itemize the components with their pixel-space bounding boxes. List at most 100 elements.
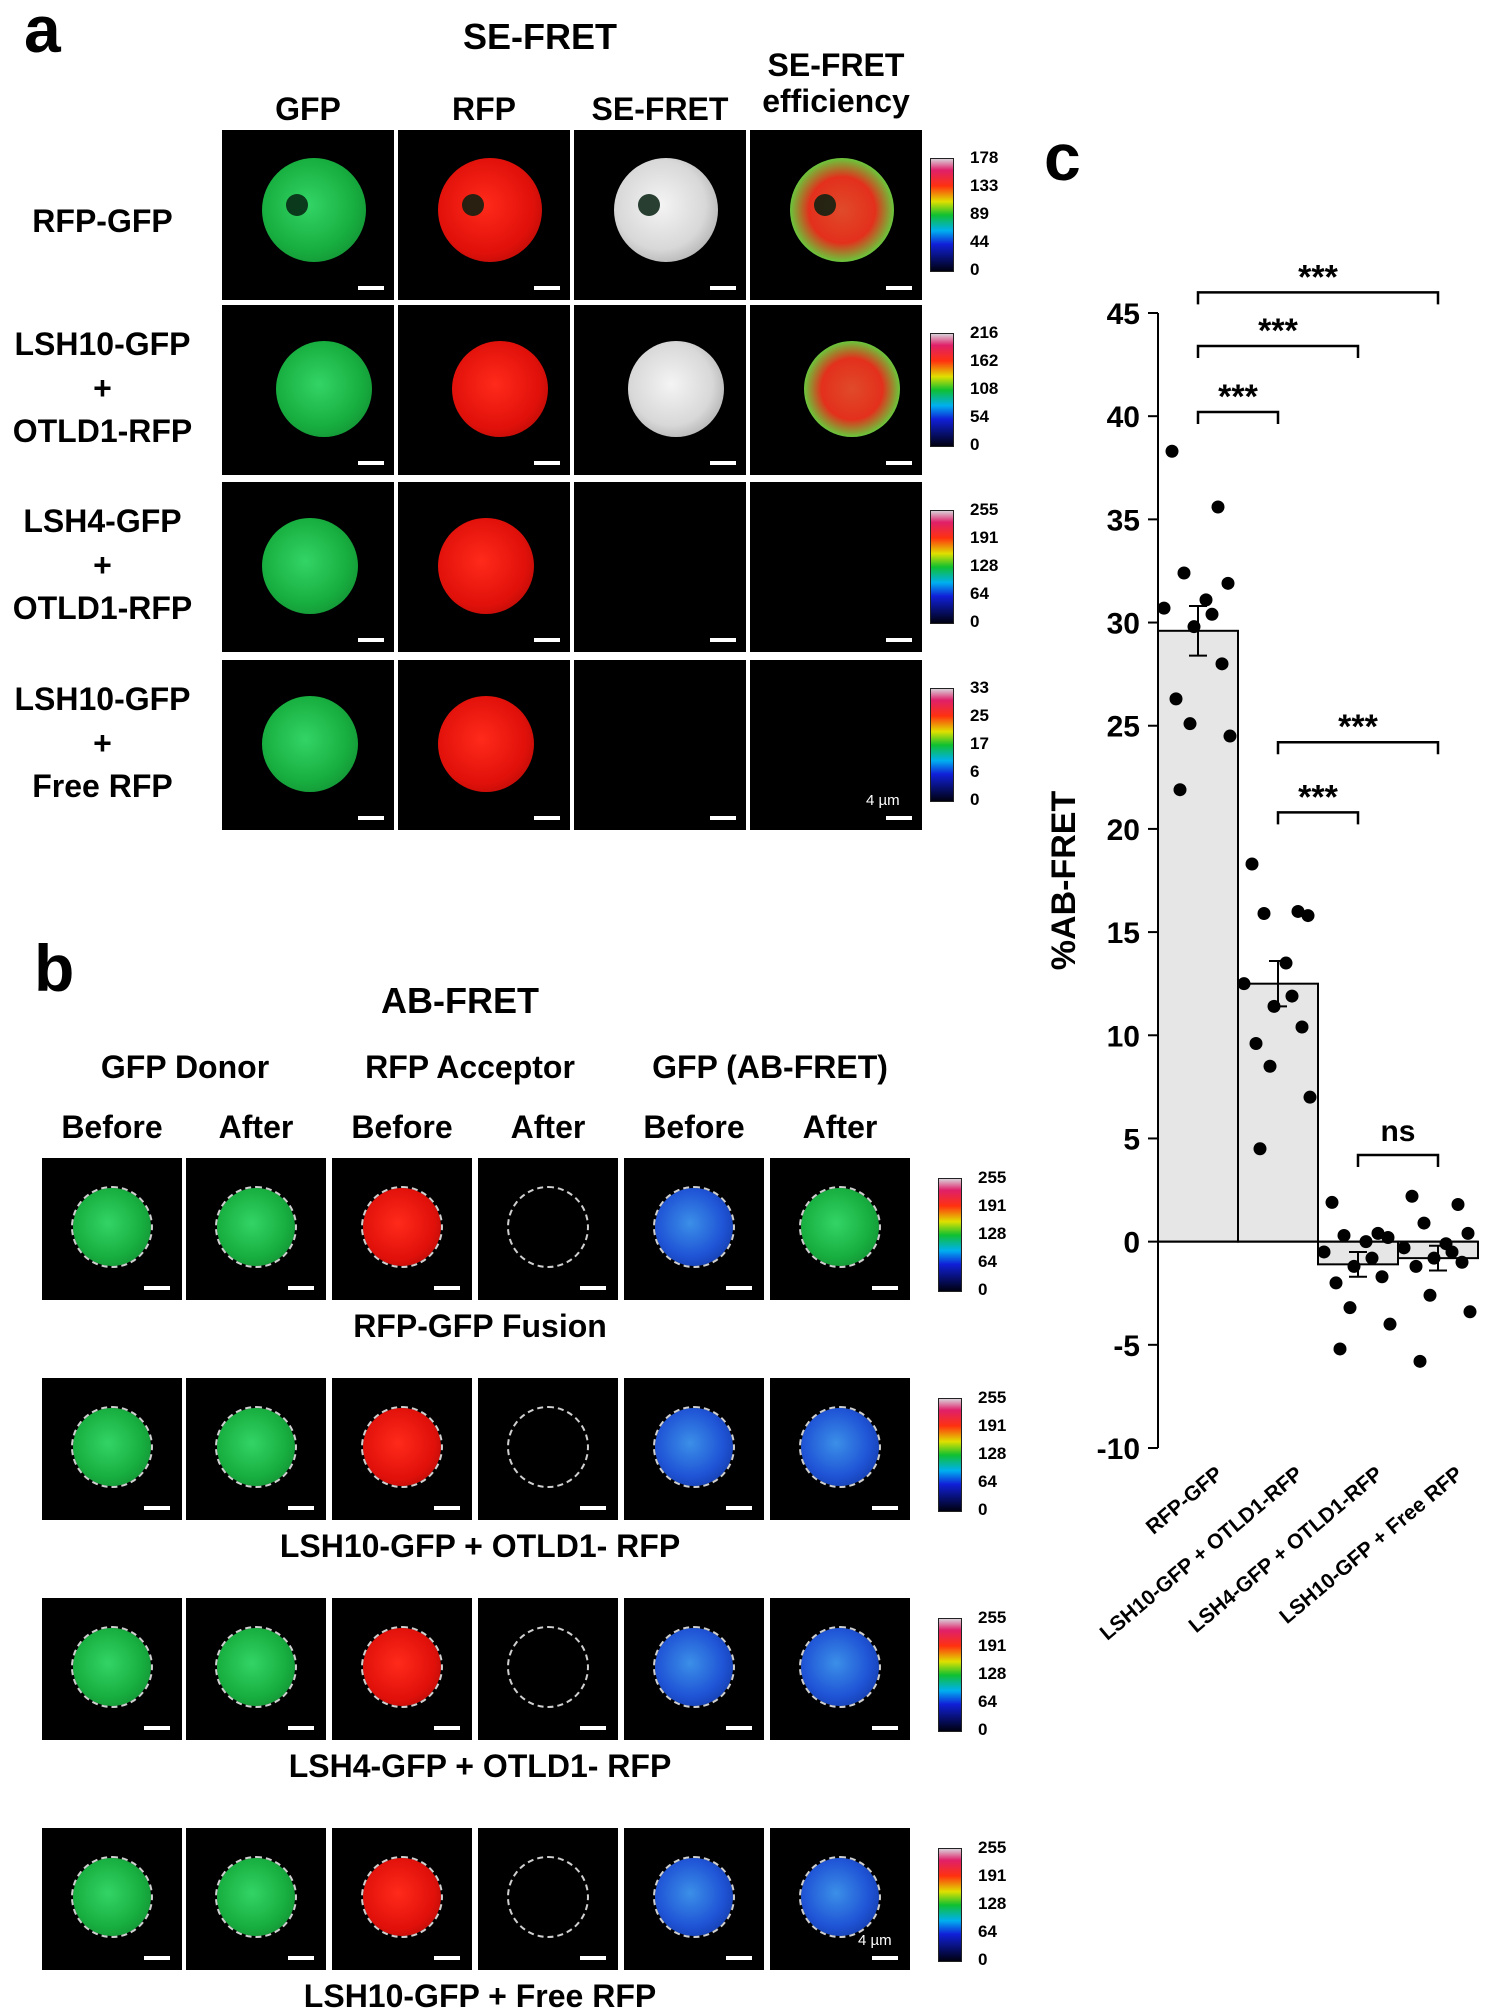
panel-b-scalebar-r0-c5 (872, 1286, 898, 1290)
panel-b-subcolumn-0: Before (61, 1109, 163, 1145)
data-point-1-9 (1249, 1037, 1263, 1051)
data-point-1-8 (1295, 1020, 1309, 1034)
panel-b-bleach-roi-r3-c2 (361, 1856, 443, 1938)
panel-a-image-r1-c3 (750, 305, 922, 475)
panel-a-scale-label: 4 µm (866, 792, 900, 809)
panel-a-cell-r1-c1 (452, 341, 548, 437)
panel-b-scalebar-r3-c4 (726, 1956, 752, 1960)
panel-b-colorbar-2 (938, 1618, 962, 1732)
panel-a-letter: a (24, 0, 61, 66)
panel-a-row-label-1: LSH10-GFP + OTLD1-RFP (12, 326, 193, 450)
panel-a-colorbar-tick-1-1: 162 (970, 351, 999, 370)
panel-a-cell-r1-c0 (276, 341, 372, 437)
panel-b-scalebar-r3-c0 (144, 1956, 170, 1960)
panel-a-column-0: GFP (275, 91, 341, 127)
panel-b-colorbar-tick-0-0: 255 (978, 1168, 1007, 1187)
panel-b-image-r0-c3 (478, 1158, 618, 1300)
panel-a-image-r0-c0 (222, 130, 394, 300)
panel-a-colorbar-tick-3-2: 17 (970, 734, 989, 753)
panel-a-image-r2-c1 (398, 482, 570, 652)
panel-a-colorbar-tick-3-1: 25 (970, 706, 989, 725)
panel-a-colorbar-tick-2-3: 64 (970, 584, 989, 603)
panel-a-nucleolus-r0-c1 (462, 194, 484, 216)
panel-a-colorbar-tick-2-4: 0 (970, 612, 980, 631)
data-point-0-5 (1157, 601, 1171, 615)
panel-b-scalebar-r1-c2 (434, 1506, 460, 1510)
panel-b-image-r1-c2 (332, 1378, 472, 1520)
data-point-3-3 (1461, 1226, 1475, 1240)
panel-a-cell-r1-c3 (804, 341, 900, 437)
data-point-0-3 (1221, 576, 1235, 590)
panel-b-scalebar-r3-c3 (580, 1956, 606, 1960)
y-tick-label-5: 20 (1107, 814, 1140, 847)
panel-b-image-r2-c2 (332, 1598, 472, 1740)
panel-b-row-caption-2: LSH4-GFP + OTLD1- RFP (288, 1748, 672, 1784)
panel-b-title: AB-FRET (381, 980, 539, 1021)
panel-b-row-caption-3: LSH10-GFP + Free RFP (303, 1978, 657, 2014)
panel-a-cell-r0-c1 (438, 158, 542, 262)
panel-b-row-caption-0: RFP-GFP Fusion (353, 1308, 607, 1344)
panel-b-bleach-roi-r3-c4 (653, 1856, 735, 1938)
data-point-3-5 (1397, 1241, 1411, 1255)
panel-a-image-r2-c2 (574, 482, 746, 652)
panel-b-colorbar-1 (938, 1398, 962, 1512)
panel-b-scalebar-r3-c5 (872, 1956, 898, 1960)
panel-b-bleach-roi-r1-c2 (361, 1406, 443, 1488)
data-point-1-12 (1253, 1142, 1267, 1156)
y-tick-label-8: 5 (1123, 1123, 1140, 1156)
data-point-2-2 (1337, 1228, 1351, 1242)
data-point-3-2 (1417, 1216, 1431, 1230)
panel-b-image-r2-c3 (478, 1598, 618, 1740)
panel-b-bleach-roi-r2-c5 (799, 1626, 881, 1708)
panel-b-colorbar-tick-2-3: 64 (978, 1692, 997, 1711)
panel-b-scalebar-r3-c1 (288, 1956, 314, 1960)
panel-b-bleach-roi-r2-c0 (71, 1626, 153, 1708)
panel-b-bleach-roi-r0-c4 (653, 1186, 735, 1268)
panel-b-colorbar-tick-0-1: 191 (978, 1196, 1007, 1215)
panel-a-colorbar-tick-0-0: 178 (970, 148, 999, 167)
panel-b-scalebar-r1-c4 (726, 1506, 752, 1510)
panel-a-image-r3-c0 (222, 660, 394, 830)
data-point-1-2 (1257, 907, 1271, 921)
data-point-0-9 (1169, 692, 1183, 706)
panel-b-colorbar-tick-0-2: 128 (978, 1224, 1007, 1243)
panel-a-scalebar-r2-c2 (710, 638, 736, 642)
panel-b-colorbar-tick-3-3: 64 (978, 1922, 997, 1941)
data-point-1-7 (1267, 999, 1281, 1013)
panel-b-image-r3-c4 (624, 1828, 764, 1970)
panel-b-bleach-roi-r3-c0 (71, 1856, 153, 1938)
data-point-3-10 (1423, 1288, 1437, 1302)
data-point-3-1 (1451, 1197, 1465, 1211)
panel-a-row-label-2: LSH4-GFP + OTLD1-RFP (12, 503, 193, 627)
data-point-0-2 (1177, 566, 1191, 580)
panel-a-image-r3-c3: 4 µm (750, 660, 922, 830)
panel-b-image-r0-c2 (332, 1158, 472, 1300)
data-point-0-12 (1173, 783, 1187, 797)
data-point-1-6 (1285, 989, 1299, 1003)
panel-b-image-r1-c3 (478, 1378, 618, 1520)
panel-b-image-r0-c4 (624, 1158, 764, 1300)
data-point-3-0 (1405, 1189, 1419, 1203)
panel-a-image-r2-c3 (750, 482, 922, 652)
data-point-3-9 (1409, 1259, 1423, 1273)
y-tick-label-1: 40 (1107, 401, 1140, 434)
panel-a-nucleolus-r0-c0 (286, 194, 308, 216)
panel-b-subcolumn-1: After (218, 1109, 294, 1145)
panel-a-colorbar-tick-0-4: 0 (970, 260, 980, 279)
panel-a-colorbar-tick-0-3: 44 (970, 232, 989, 251)
panel-b-bleach-roi-r1-c3 (507, 1406, 589, 1488)
panel-b-bleach-roi-r1-c4 (653, 1406, 735, 1488)
panel-b-colorbar-0 (938, 1178, 962, 1292)
panel-b-row-caption-1: LSH10-GFP + OTLD1- RFP (279, 1528, 681, 1564)
panel-b-image-r1-c5 (770, 1378, 910, 1520)
panel-b-letter: b (34, 931, 75, 1005)
panel-b-scalebar-r1-c3 (580, 1506, 606, 1510)
panel-a-scalebar-r2-c0 (358, 638, 384, 642)
panel-b-colorbar-tick-1-0: 255 (978, 1388, 1007, 1407)
panel-b-scalebar-r0-c3 (580, 1286, 606, 1290)
panel-b-bleach-roi-r3-c3 (507, 1856, 589, 1938)
panel-a-cell-r3-c0 (262, 696, 358, 792)
panel-a-title: SE-FRET (462, 16, 617, 57)
panel-a-image-r1-c2 (574, 305, 746, 475)
